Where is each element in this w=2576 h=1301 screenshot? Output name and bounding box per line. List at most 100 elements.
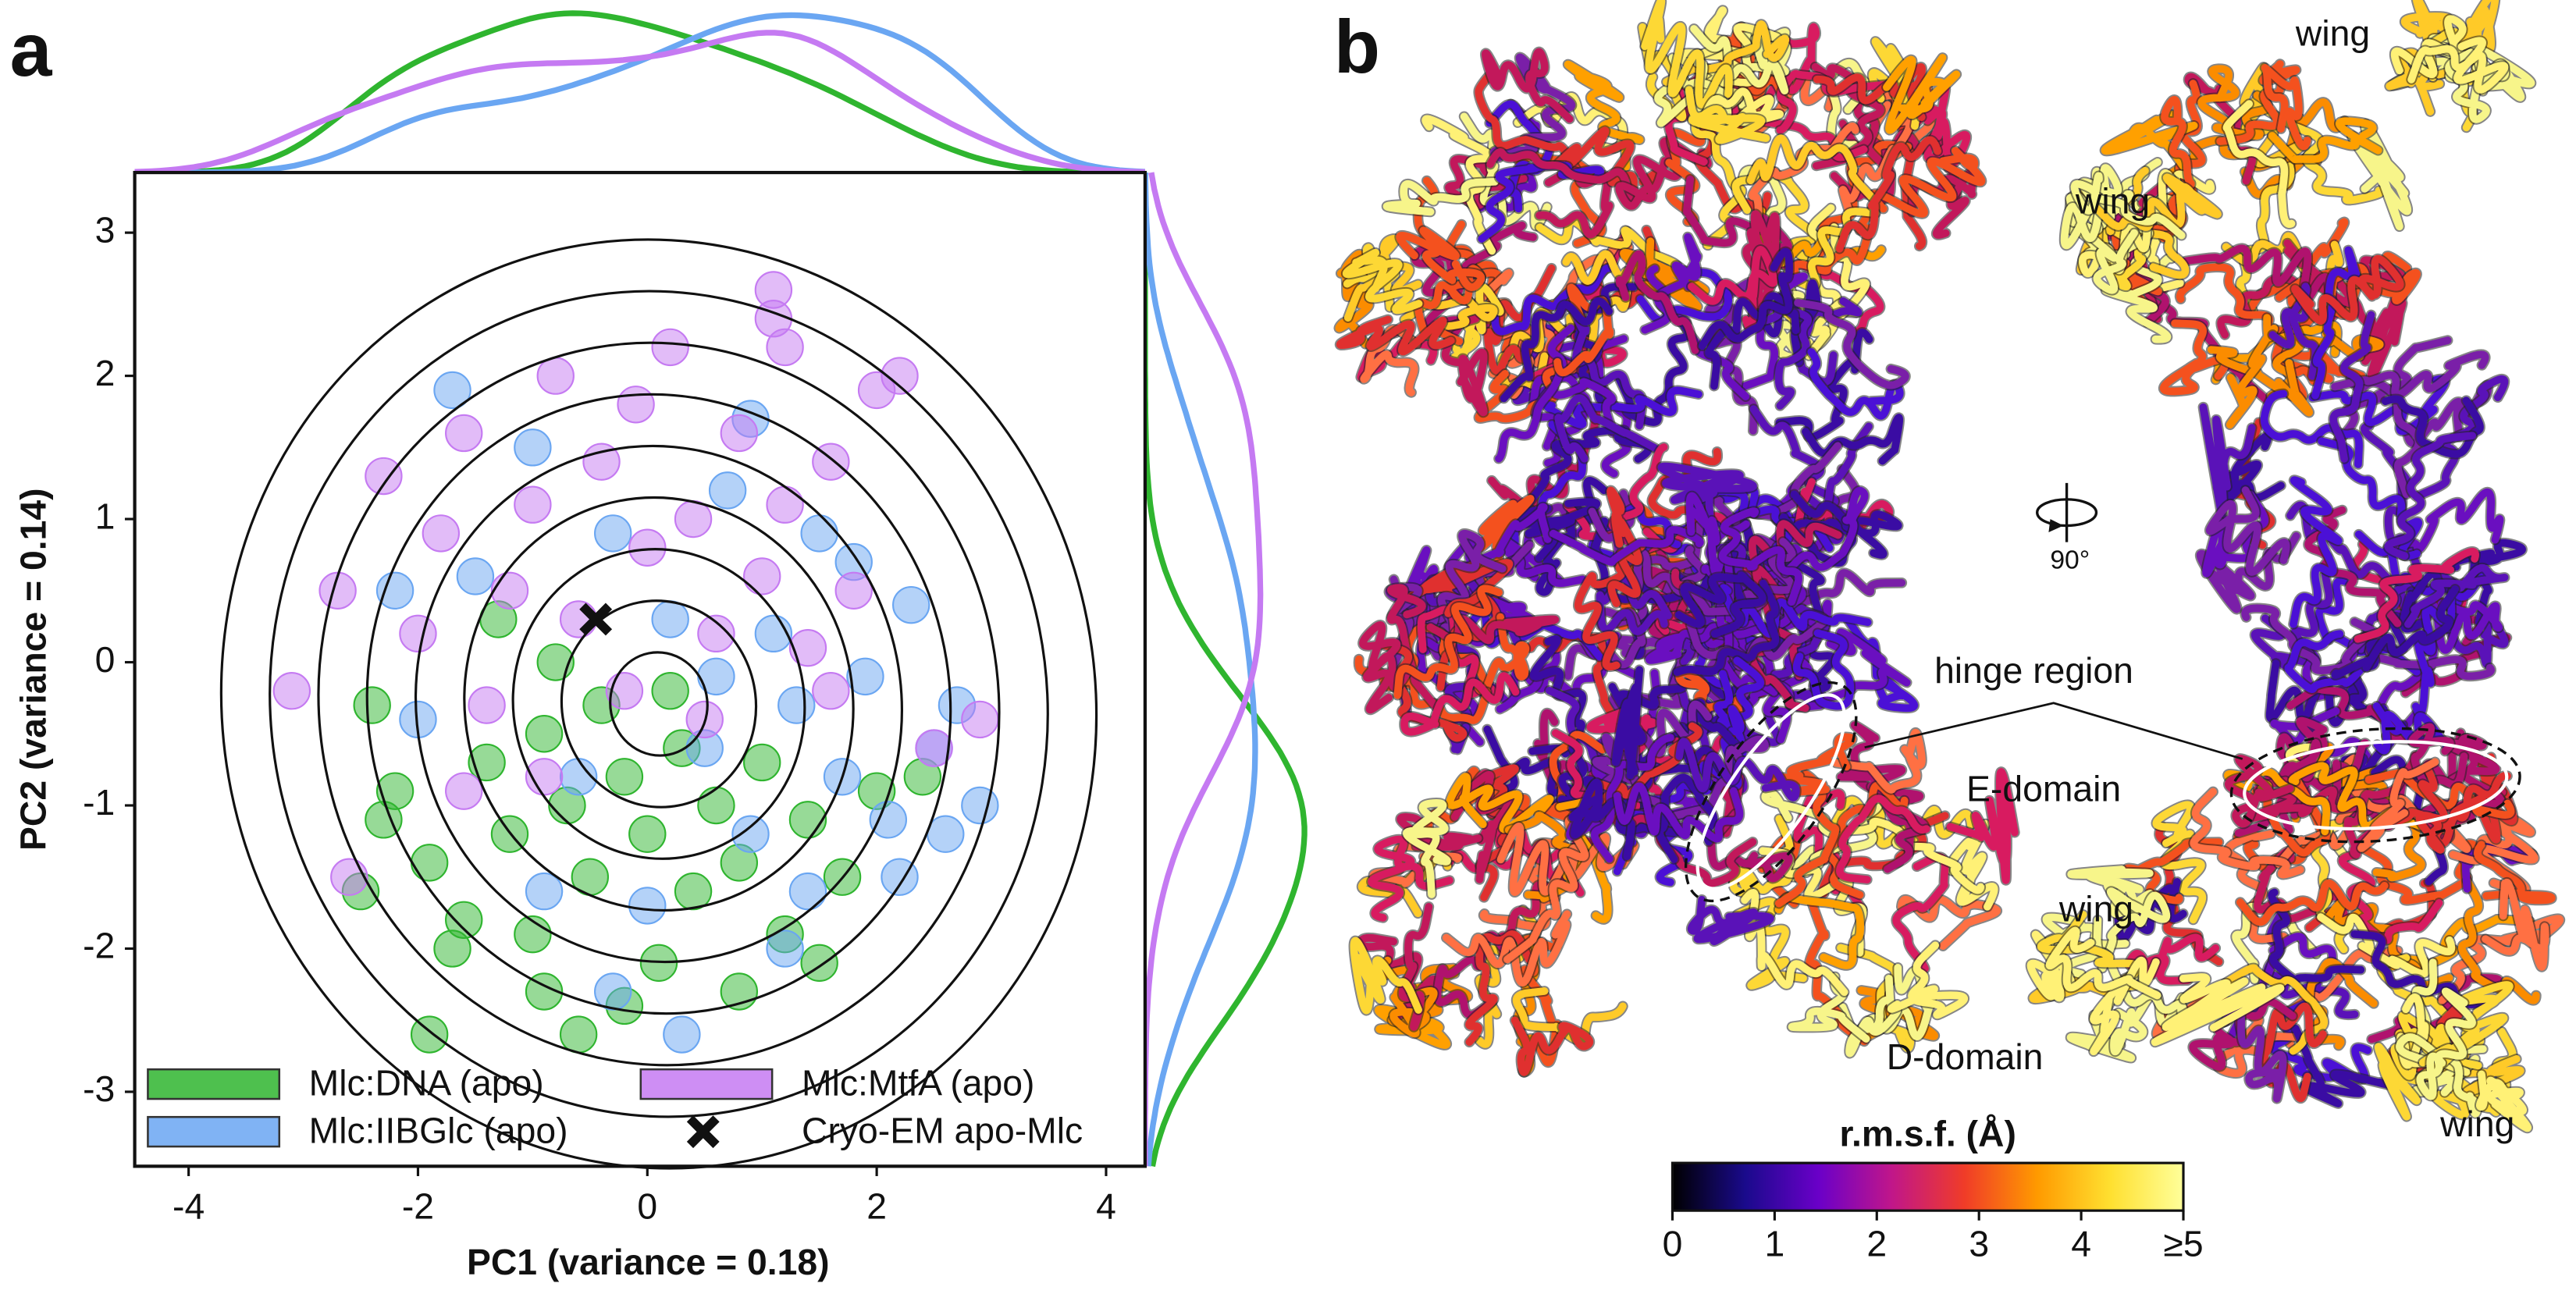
y-tick-label: 0 — [95, 639, 116, 680]
backbone — [1400, 672, 1520, 736]
structure-layer: 90° wing wing wing wing hinge region E-domain D… — [1333, 0, 2566, 1144]
scatter-point — [812, 672, 850, 710]
backbone — [1836, 794, 1930, 883]
backbone — [1835, 136, 1941, 253]
backbone — [1612, 666, 1646, 780]
scatter-point — [754, 271, 793, 309]
backbone — [2354, 547, 2479, 643]
scatter-point — [375, 772, 415, 810]
scatter-point — [375, 571, 415, 610]
scatter-point — [353, 686, 391, 724]
scatter-point — [525, 872, 564, 911]
scatter-point — [777, 686, 816, 724]
backbone — [1774, 893, 1865, 969]
backbone — [2101, 110, 2198, 172]
density-contour — [269, 290, 1049, 1118]
backbone — [2384, 432, 2477, 560]
backbone — [2424, 599, 2503, 654]
y-tick-label: -3 — [83, 1068, 115, 1109]
legend-label: Cryo-EM apo-Mlc — [802, 1110, 1083, 1150]
scatter-point — [525, 715, 564, 753]
scatter-point — [788, 872, 827, 911]
backbone — [1837, 765, 1929, 873]
backbone — [2377, 766, 2448, 854]
backbone — [1813, 62, 1927, 121]
backbone — [1403, 799, 1451, 898]
backbone — [1474, 613, 1530, 695]
scatter-point — [788, 801, 827, 839]
backbone — [1532, 378, 1617, 450]
backbone — [2159, 319, 2230, 396]
backbone — [1495, 324, 1575, 463]
scatter-point — [651, 328, 689, 367]
colorbar-tick-label: 3 — [1969, 1224, 1989, 1264]
backbone — [1824, 781, 1909, 899]
scatter-point — [697, 657, 735, 696]
density-contour — [317, 341, 1001, 1067]
legend-marker — [686, 1115, 720, 1149]
scatter-point — [605, 758, 644, 796]
backbone — [2151, 973, 2285, 1047]
backbone — [2225, 830, 2288, 944]
plot-frame — [133, 170, 1147, 1168]
backbone — [2290, 476, 2343, 628]
backbone — [1343, 235, 1422, 322]
backbone — [2474, 841, 2556, 905]
backbone — [2382, 488, 2504, 557]
colorbar-tick-label: 1 — [1765, 1224, 1785, 1264]
y-tick-label: 3 — [95, 209, 116, 250]
backbone — [1746, 134, 1877, 202]
backbone — [1486, 148, 1635, 203]
backbone — [1421, 115, 1496, 255]
hinge-ellipse — [2243, 740, 2509, 831]
backbone — [1615, 137, 1712, 210]
scatter-point — [628, 815, 667, 853]
backbone — [1554, 394, 1659, 463]
scatter-point — [490, 571, 529, 610]
density-contour — [365, 393, 952, 1015]
backbone — [2110, 990, 2186, 1056]
backbone — [2202, 490, 2269, 578]
legend-swatch — [147, 1115, 281, 1148]
scatter-point — [881, 357, 919, 395]
scatter-point — [651, 600, 689, 638]
y-tick-label: -1 — [83, 782, 115, 823]
scatter-point — [456, 557, 495, 595]
backbone — [2224, 767, 2331, 836]
structure-annotation: hinge region — [1934, 650, 2133, 691]
scatter-point — [514, 485, 552, 524]
leader-line — [1864, 702, 2243, 760]
backbone — [2260, 389, 2363, 468]
backbone — [2222, 100, 2296, 228]
scatter-point — [915, 729, 953, 767]
backbone — [1510, 1016, 1594, 1076]
backbone — [1688, 246, 1778, 333]
x-tick-label: -4 — [173, 1185, 205, 1226]
backbone — [1674, 571, 1767, 638]
cryo-marker — [579, 603, 613, 636]
backbone — [1564, 60, 1644, 171]
backbone — [2416, 987, 2476, 1100]
backbone — [2475, 1070, 2532, 1132]
backbone — [2268, 888, 2365, 984]
structure-annotation: wing — [2058, 888, 2133, 929]
scatter-point — [399, 614, 437, 653]
structure-annotation: wing — [2439, 1104, 2514, 1144]
backbone — [1744, 306, 1812, 410]
backbone — [1887, 941, 1969, 1019]
backbone — [1832, 729, 1926, 794]
backbone — [2331, 350, 2489, 400]
backbone — [1788, 972, 1870, 1043]
backbone — [1898, 895, 2001, 950]
scatter-point — [961, 786, 999, 825]
backbone — [1386, 584, 1439, 710]
scatter-point — [514, 915, 552, 954]
backbone — [2244, 777, 2364, 823]
scatter-point — [536, 357, 575, 395]
marginal-y-kde — [1142, 172, 1308, 1168]
backbone — [1574, 542, 1646, 670]
scatter-point — [674, 499, 713, 539]
backbone — [2199, 403, 2256, 524]
backbone — [1343, 249, 1423, 315]
backbone — [2045, 926, 2161, 1000]
